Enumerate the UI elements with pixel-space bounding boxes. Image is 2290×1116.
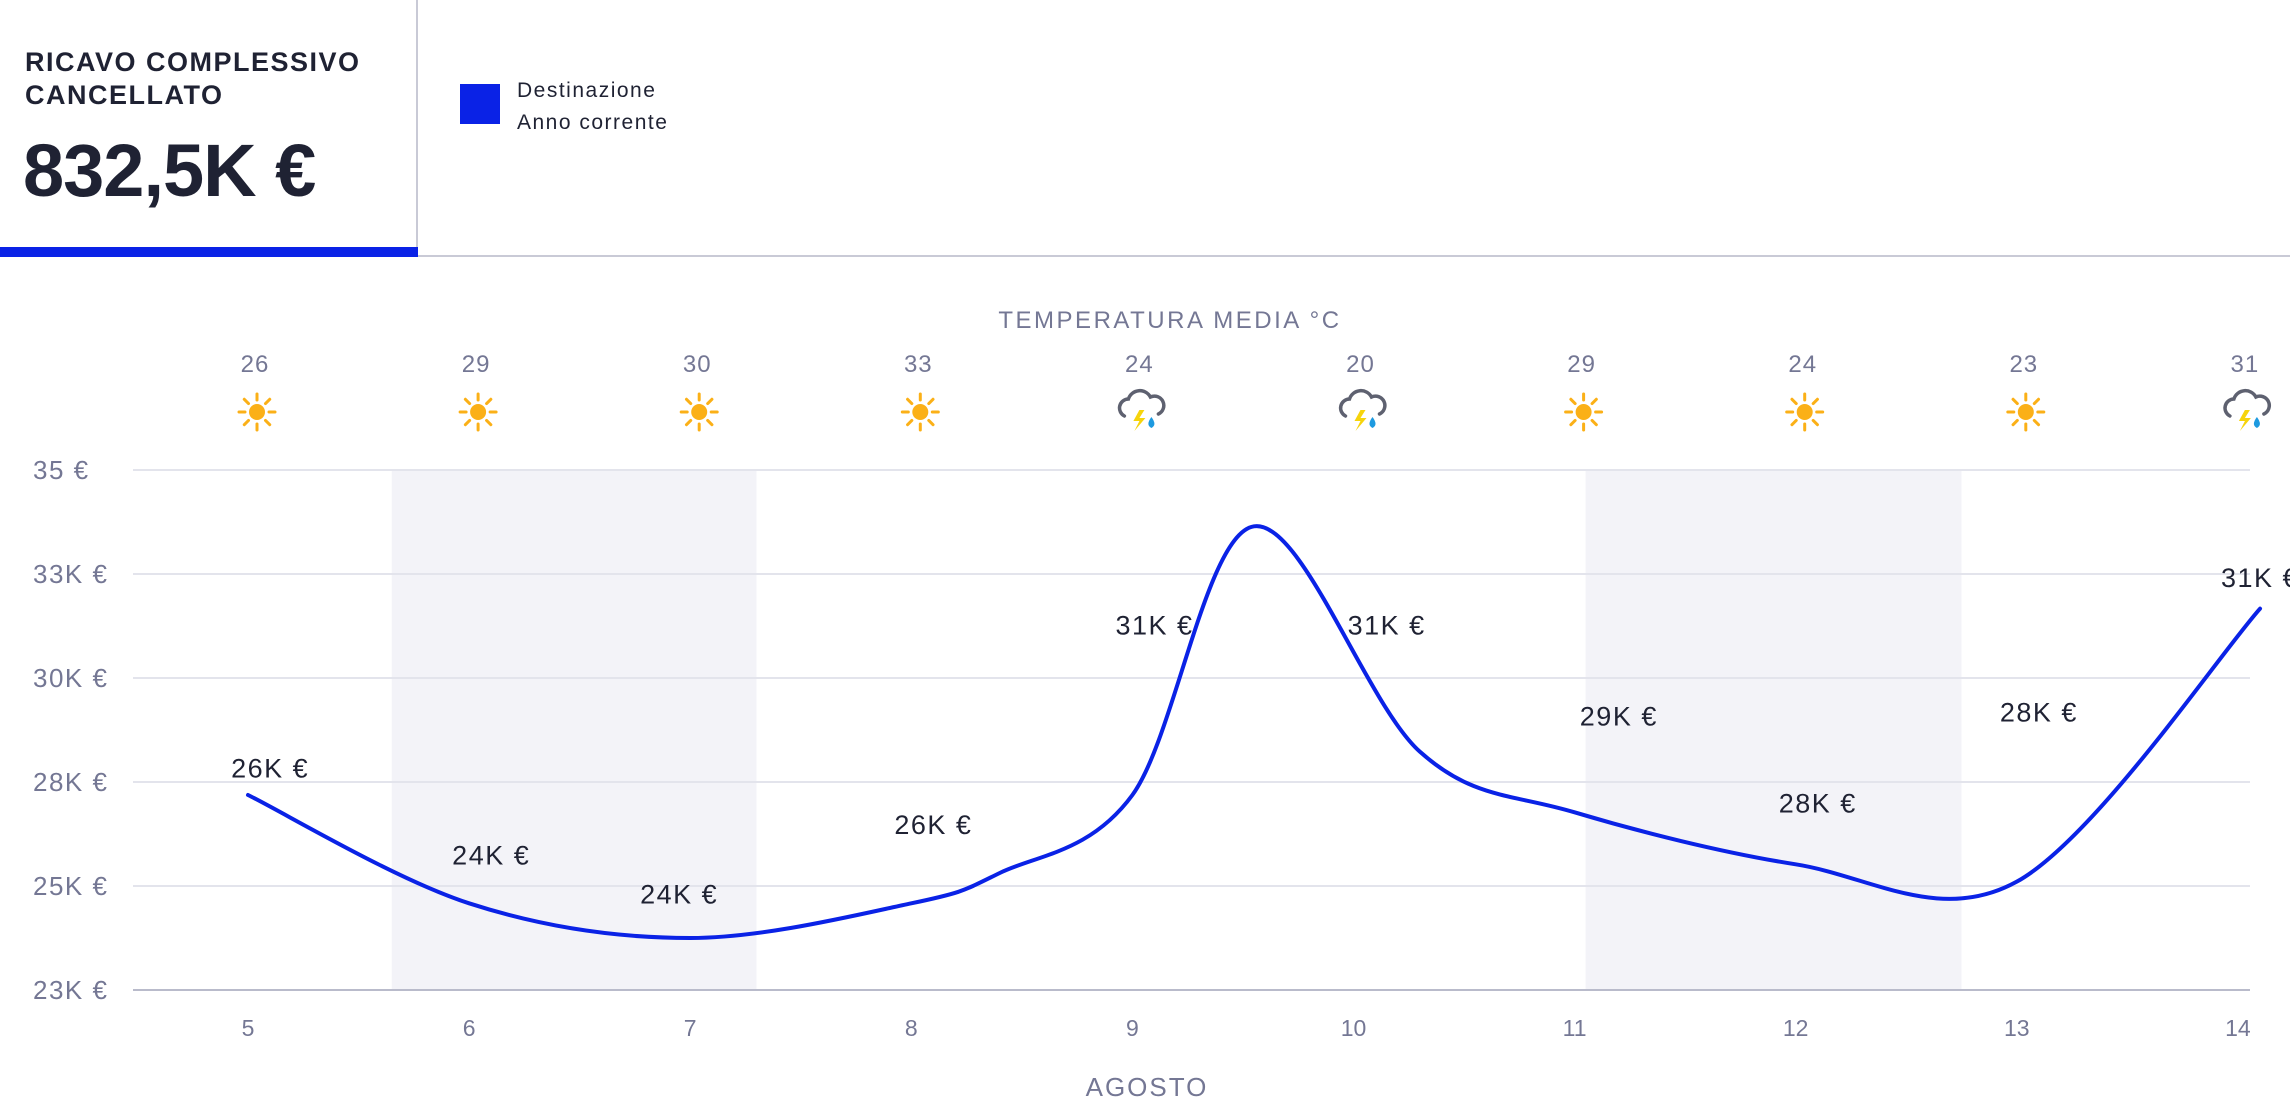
weekend-band <box>391 470 757 990</box>
legend-label-line2: Anno corrente <box>517 111 669 134</box>
data-label: 26K € <box>231 754 309 784</box>
temperature-value: 20 <box>1346 351 1375 378</box>
temperature-value: 33 <box>904 351 933 378</box>
y-tick-label: 28K € <box>33 767 108 797</box>
data-label: 31K € <box>2221 563 2290 593</box>
data-label: 31K € <box>1348 611 1426 641</box>
sun-icon <box>1785 392 1825 432</box>
storm-icon <box>2223 388 2272 431</box>
revenue-line-chart: TEMPERATURA MEDIA °C 26 29 30 33 24 20 29 24 23 3… <box>33 307 2290 1102</box>
data-label: 31K € <box>1115 611 1193 641</box>
temperature-value: 24 <box>1125 351 1154 378</box>
x-tick-label: 8 <box>905 1015 918 1041</box>
data-label: 24K € <box>452 840 530 870</box>
data-label: 24K € <box>640 879 718 909</box>
data-label: 26K € <box>894 810 972 840</box>
y-tick-label: 30K € <box>33 663 108 693</box>
grid-lines <box>133 469 2250 991</box>
x-tick-label: 6 <box>463 1015 476 1041</box>
data-label: 28K € <box>2000 697 2078 727</box>
sun-icon <box>679 392 719 432</box>
data-label: 29K € <box>1580 702 1658 732</box>
x-tick-label: 7 <box>684 1015 697 1041</box>
sun-icon <box>1564 392 1604 432</box>
kpi-card: RICAVO COMPLESSIVO CANCELLATO 832,5K € <box>0 0 418 257</box>
storm-icon <box>1117 388 1166 431</box>
temperature-value: 23 <box>2009 351 2038 378</box>
sun-icon <box>900 392 940 432</box>
kpi-title-line2: CANCELLATO <box>25 80 224 110</box>
sun-icon <box>2006 392 2046 432</box>
x-tick-label: 10 <box>1341 1015 1367 1041</box>
data-label: 28K € <box>1779 788 1857 818</box>
weekend-bands <box>391 470 1962 990</box>
temperature-value: 30 <box>683 351 712 378</box>
weekend-band <box>1585 470 1962 990</box>
data-labels: 26K € 24K € 24K € 26K € 31K € 31K € 29K € 28K €… <box>231 563 2290 909</box>
legend-label: Destinazione Anno corrente <box>517 75 668 139</box>
temperature-title: TEMPERATURA MEDIA °C <box>998 307 1341 334</box>
y-tick-label: 35 € <box>33 455 90 485</box>
kpi-title: RICAVO COMPLESSIVO CANCELLATO <box>25 46 361 112</box>
legend-swatch <box>460 84 500 124</box>
header-divider <box>418 255 2290 257</box>
kpi-title-line1: RICAVO COMPLESSIVO <box>25 47 361 77</box>
y-axis-ticks: 23K € 25K € 28K € 30K € 33K € 35 € <box>33 455 108 1005</box>
x-axis-label: AGOSTO <box>1086 1072 1209 1102</box>
sun-icon <box>237 392 277 432</box>
x-axis-ticks: 5 6 7 8 9 10 11 12 13 14 <box>242 1015 2251 1041</box>
kpi-accent-bar <box>0 247 418 257</box>
x-tick-label: 9 <box>1126 1015 1139 1041</box>
storm-icon <box>1338 388 1387 431</box>
temperature-value: 26 <box>241 351 270 378</box>
x-tick-label: 14 <box>2225 1015 2251 1041</box>
y-tick-label: 33K € <box>33 559 108 589</box>
x-tick-label: 13 <box>2004 1015 2030 1041</box>
x-tick-label: 12 <box>1783 1015 1809 1041</box>
y-tick-label: 23K € <box>33 975 108 1005</box>
series-group <box>246 524 2263 940</box>
temperature-value: 31 <box>2231 351 2260 378</box>
temperature-value: 29 <box>1567 351 1596 378</box>
sun-icon <box>458 392 498 432</box>
temperature-value: 24 <box>1788 351 1817 378</box>
temperature-row: 26 29 30 33 24 20 29 24 23 31 <box>237 351 2272 432</box>
legend-label-line1: Destinazione <box>517 79 657 102</box>
temperature-value: 29 <box>462 351 491 378</box>
y-tick-label: 25K € <box>33 871 108 901</box>
kpi-value: 832,5K € <box>23 129 316 212</box>
series-line <box>246 524 2263 940</box>
x-tick-label: 5 <box>242 1015 255 1041</box>
x-tick-label: 11 <box>1563 1015 1587 1041</box>
